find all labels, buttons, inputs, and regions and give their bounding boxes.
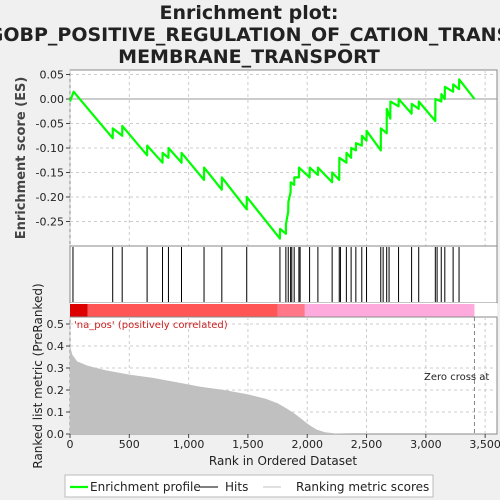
metric-y-tick-label: 0.1 [47, 406, 65, 419]
x-tick-label: 500 [119, 438, 140, 451]
x-tick-label: 1,500 [232, 438, 264, 451]
x-tick-label: 2,500 [351, 438, 383, 451]
legend-es-label: Enrichment profile [90, 480, 201, 494]
rank-color-band-segments [70, 304, 474, 317]
es-y-tick-label: -0.20 [36, 191, 64, 204]
positive-correlated-label: 'na_pos' (positively correlated) [74, 320, 228, 331]
metric-y-tick-label: 0.4 [47, 340, 65, 353]
es-y-axis-label: Enrichment score (ES) [14, 77, 29, 240]
es-panel [70, 70, 497, 246]
metric-y-tick-label: 0.2 [47, 384, 65, 397]
chart-title-line-1: Enrichment plot: [160, 2, 339, 24]
es-y-tick-label: -0.05 [36, 118, 64, 131]
metric-y-axis-label: Ranked list metric (PreRanked) [31, 283, 45, 468]
x-axis-label: Rank in Ordered Dataset [209, 454, 357, 468]
metric-y-tick-label: 0.0 [47, 428, 65, 441]
x-tick-label: 3,000 [410, 438, 442, 451]
es-y-tick-label: 0.00 [40, 93, 65, 106]
es-y-tick-label: 0.05 [40, 69, 65, 82]
metric-y-tick-label: 0.5 [47, 318, 65, 331]
x-tick-label: 1,000 [173, 438, 205, 451]
legend-metric-label: Ranking metric scores [296, 480, 429, 494]
chart-title-line-3: MEMBRANE_TRANSPORT [118, 46, 380, 68]
hits-panel [70, 246, 497, 303]
es-y-tick-label: -0.10 [36, 142, 64, 155]
x-tick-label: 3,500 [469, 438, 500, 451]
legend-hits-label: Hits [225, 480, 248, 494]
rank-band-segment [88, 304, 278, 317]
rank-band-segment [70, 304, 88, 317]
rank-band-segment [305, 304, 475, 317]
rank-band-segment [278, 304, 305, 317]
chart-title-line-2: GOBP_POSITIVE_REGULATION_OF_CATION_TRANS [0, 24, 500, 46]
es-y-tick-label: -0.25 [36, 216, 64, 229]
x-tick-label: 2,000 [291, 438, 323, 451]
es-y-tick-label: -0.15 [36, 167, 64, 180]
x-tick-label: 0 [67, 438, 74, 451]
metric-y-tick-label: 0.3 [47, 362, 65, 375]
zero-cross-label: Zero cross at [424, 372, 489, 383]
